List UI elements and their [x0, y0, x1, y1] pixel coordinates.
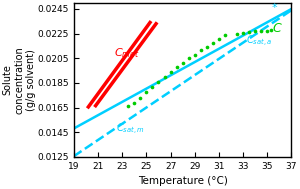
Point — [217, 37, 221, 40]
Text: $\mathit{C}_{met}$: $\mathit{C}_{met}$ — [114, 46, 139, 60]
Point — [186, 57, 191, 60]
Y-axis label: Solute
concentration
(g/g solvent): Solute concentration (g/g solvent) — [3, 46, 36, 114]
Point — [192, 53, 197, 56]
Point — [265, 29, 270, 32]
Point — [241, 31, 245, 34]
Point — [235, 32, 239, 35]
Point — [132, 101, 137, 104]
Point — [156, 81, 161, 84]
Point — [204, 45, 209, 48]
Point — [168, 71, 173, 74]
Text: $\mathit{C}$: $\mathit{C}$ — [272, 22, 283, 35]
X-axis label: Temperature (°C): Temperature (°C) — [138, 176, 228, 186]
Point — [268, 29, 273, 32]
Point — [138, 96, 143, 99]
Text: $\mathit{C}_{sat,a}$: $\mathit{C}_{sat,a}$ — [245, 34, 272, 49]
Point — [150, 86, 155, 89]
Point — [198, 49, 203, 52]
Point — [174, 66, 179, 69]
Point — [223, 34, 227, 37]
Point — [126, 105, 131, 108]
Point — [259, 29, 264, 32]
Text: *: * — [272, 3, 278, 13]
Text: $\mathit{C}_{sat,m}$: $\mathit{C}_{sat,m}$ — [116, 122, 145, 137]
Point — [253, 30, 258, 33]
Point — [180, 62, 185, 65]
Point — [162, 76, 167, 79]
Point — [144, 91, 149, 94]
Point — [211, 41, 215, 44]
Point — [247, 30, 252, 33]
